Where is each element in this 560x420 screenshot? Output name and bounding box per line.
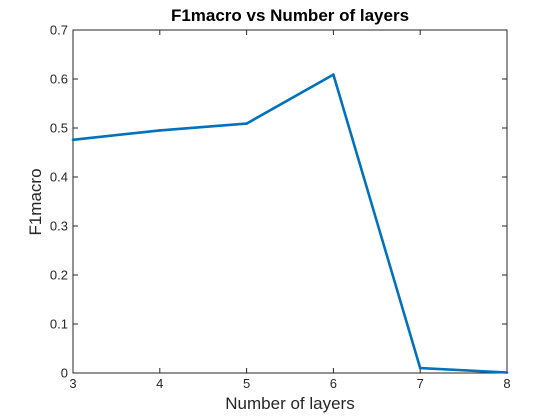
data-point (158, 129, 162, 132)
x-axis-label: Number of layers (225, 394, 354, 413)
x-tick-label: 7 (417, 376, 424, 391)
chart-title: F1macro vs Number of layers (171, 6, 409, 25)
series-line-0 (72, 73, 508, 374)
data-point (418, 366, 422, 370)
data-point (245, 122, 248, 125)
data-point (505, 371, 509, 374)
x-tick-label: 6 (330, 376, 337, 391)
y-tick-label: 0.6 (50, 72, 68, 87)
y-tick-label: 0.1 (50, 317, 68, 332)
x-tick-label: 8 (503, 376, 510, 391)
data-point (71, 138, 75, 142)
y-tick-label: 0.3 (50, 219, 68, 234)
y-tick-label: 0.2 (50, 268, 68, 283)
data-point (332, 73, 335, 76)
y-tick-label: 0.7 (50, 23, 68, 38)
y-tick-label: 0.4 (50, 170, 68, 185)
x-tick-label: 5 (243, 376, 250, 391)
y-axis-label: F1macro (26, 168, 45, 235)
y-tick-label: 0.5 (50, 121, 68, 136)
x-tick-label: 3 (69, 376, 76, 391)
y-tick-label: 0 (61, 366, 68, 381)
x-tick-label: 4 (156, 376, 163, 391)
plot-frame (72, 29, 508, 374)
